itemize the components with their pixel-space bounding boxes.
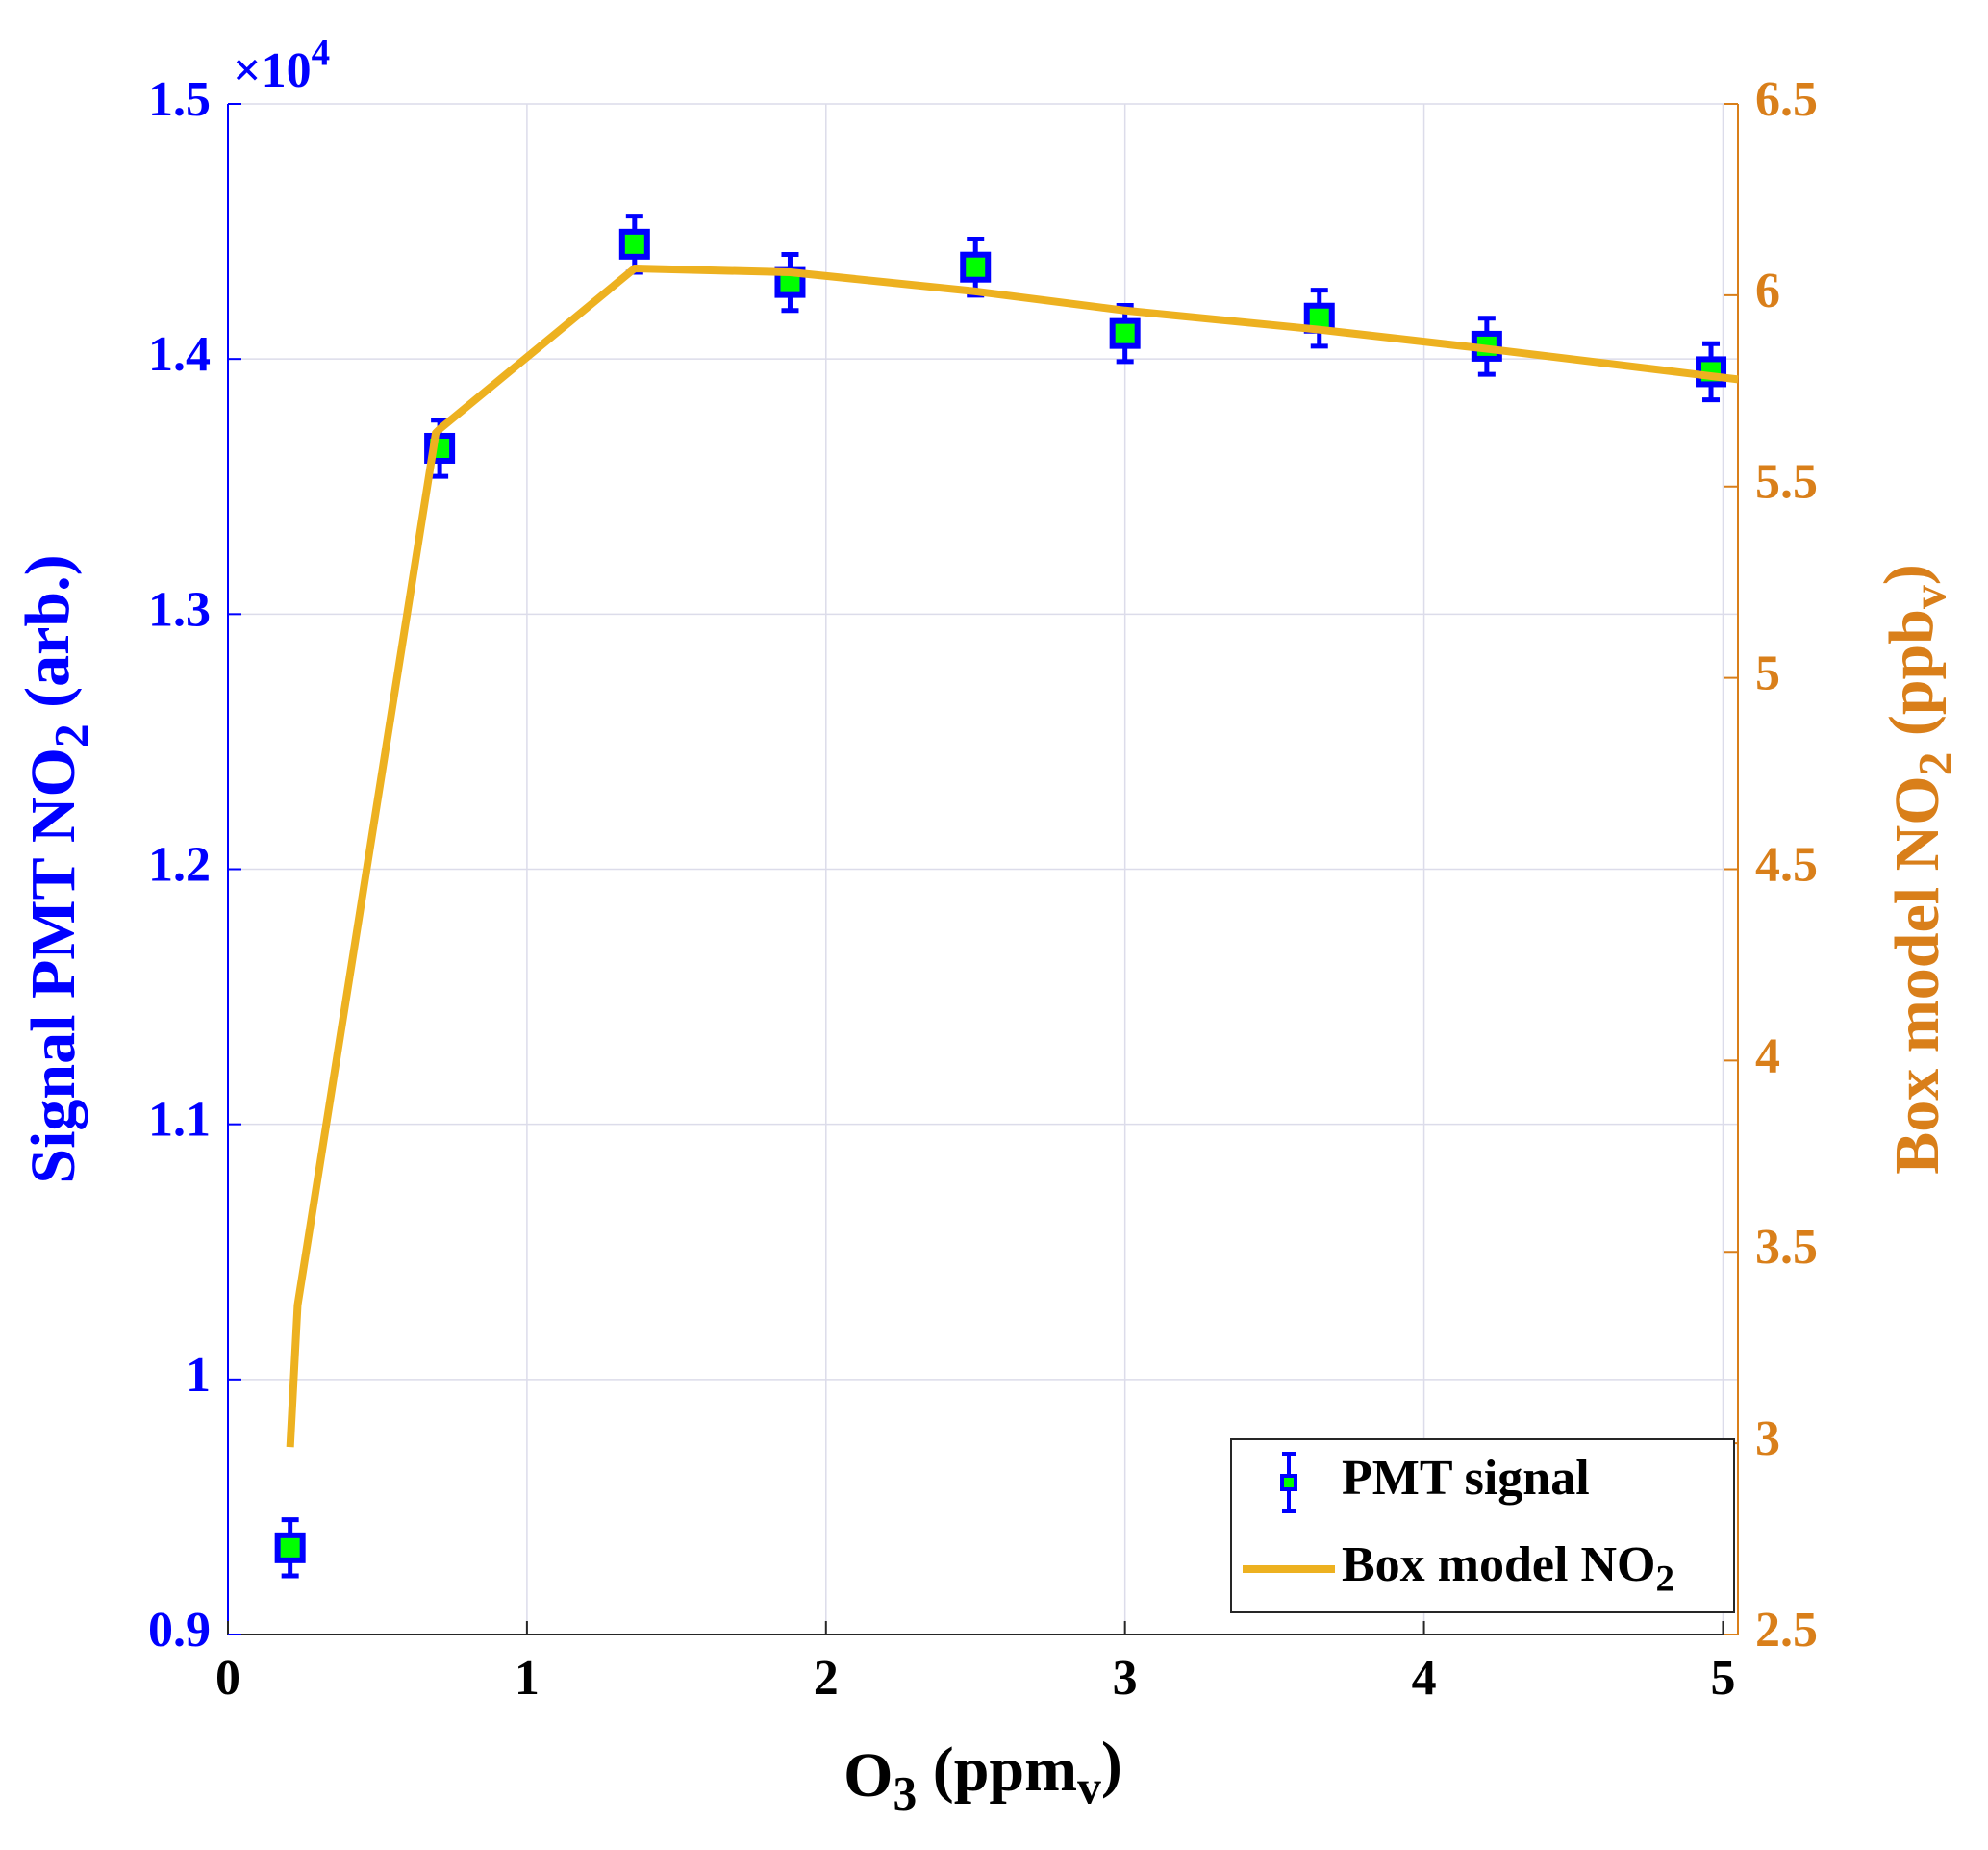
label-part: (ppb — [1876, 609, 1947, 752]
label-part: O — [843, 1740, 893, 1811]
marker — [1109, 317, 1141, 349]
x-tick-label: 1 — [515, 1651, 540, 1706]
x-tick-label: 5 — [1710, 1651, 1735, 1706]
label-part: ) — [1101, 1730, 1122, 1800]
y-tick-label: 1.3 — [148, 582, 211, 637]
label-part: v — [1903, 585, 1956, 609]
x-tick-label: 0 — [215, 1651, 240, 1706]
legend-label: PMT signal — [1342, 1451, 1590, 1506]
label-part: 4 — [312, 32, 331, 73]
x-tick-label: 2 — [814, 1651, 839, 1706]
y-axis-title: Signal PMT NO2 (arb.) — [13, 554, 97, 1183]
y-tick-label: 1 — [186, 1348, 211, 1403]
y2-tick-label: 5.5 — [1755, 455, 1818, 510]
label-part: Box model NO — [1342, 1537, 1655, 1592]
y-tick-label: 1.5 — [148, 72, 211, 127]
legend-swatch — [1280, 1474, 1297, 1491]
marker — [618, 228, 650, 260]
label-part: ×10 — [233, 43, 312, 98]
y2-tick-label: 5 — [1755, 646, 1780, 701]
label-part: v — [1077, 1761, 1101, 1814]
legend-label: Box model NO2 — [1342, 1537, 1674, 1600]
label-part: PMT signal — [1342, 1451, 1590, 1506]
x-axis-title: O3 (ppmv) — [843, 1730, 1122, 1820]
label-part: 3 — [893, 1767, 917, 1820]
label-part: ) — [1872, 564, 1942, 585]
y2-tick-label: 4.5 — [1755, 837, 1818, 892]
label-part: (ppm — [917, 1735, 1077, 1805]
label-part: 2 — [1655, 1559, 1674, 1600]
label-part: 2 — [45, 723, 98, 748]
legend-box — [1230, 1438, 1735, 1613]
x-tick-label: 4 — [1412, 1651, 1437, 1706]
y2-tick-label: 2.5 — [1755, 1603, 1818, 1658]
label-part: (arb.) — [13, 554, 83, 723]
label-part: Box model NO — [1882, 775, 1952, 1174]
y2-tick-label: 3 — [1755, 1411, 1780, 1466]
label-part: 2 — [1909, 752, 1962, 776]
label-part: Signal PMT NO — [18, 748, 88, 1184]
y-tick-label: 1.1 — [148, 1093, 211, 1148]
marker — [274, 1532, 306, 1563]
y2-tick-label: 3.5 — [1755, 1220, 1818, 1275]
axis-multiplier: ×104 — [233, 32, 330, 97]
y2-tick-label: 6 — [1755, 264, 1780, 318]
y-tick-label: 0.9 — [148, 1603, 211, 1658]
y2-tick-label: 4 — [1755, 1028, 1780, 1083]
x-tick-label: 3 — [1113, 1651, 1138, 1706]
marker — [960, 251, 992, 283]
y2-axis-title: Box model NO2 (ppbv) — [1872, 564, 1962, 1174]
y-tick-label: 1.4 — [148, 327, 211, 382]
y-tick-label: 1.2 — [148, 837, 211, 892]
line — [286, 265, 1739, 1448]
y2-tick-label: 6.5 — [1755, 72, 1818, 127]
